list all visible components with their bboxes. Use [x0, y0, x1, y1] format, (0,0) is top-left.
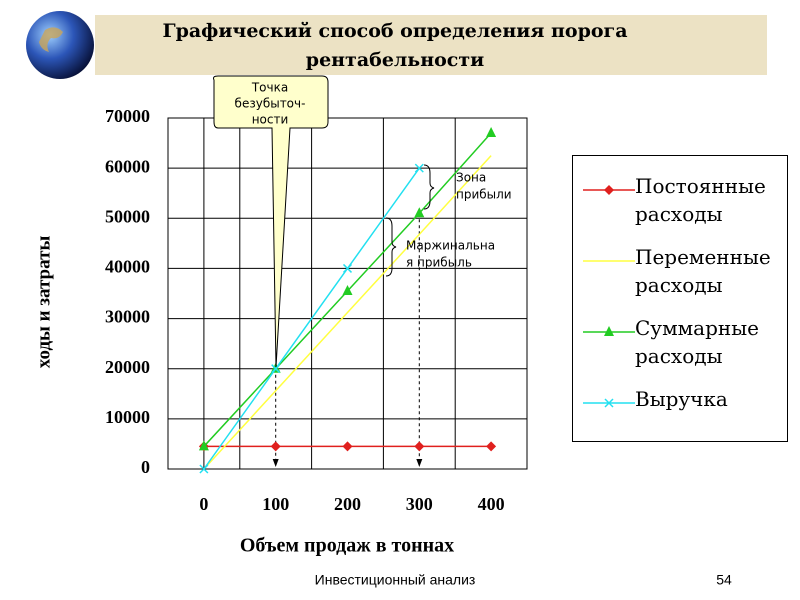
x-tick-label: 200 — [334, 494, 361, 514]
title: Графический способ определения порога рен… — [162, 20, 627, 71]
legend-item: Постоянные расходы — [573, 170, 789, 230]
footer-text: Инвестиционный анализ — [315, 572, 476, 588]
marker — [414, 441, 425, 452]
annotation: ности — [252, 113, 289, 127]
brace — [385, 217, 397, 277]
legend-label: Постоянные расходы — [635, 174, 766, 226]
legend-key — [583, 326, 635, 336]
annotation: безубыточ- — [235, 97, 306, 111]
marker — [199, 464, 209, 474]
legend-key — [583, 260, 635, 262]
legend-label: Суммарные расходы — [635, 316, 759, 368]
y-tick-label: 10000 — [105, 407, 150, 427]
legend-item: Суммарные расходы — [573, 312, 789, 372]
title-band — [95, 15, 767, 75]
x-tick-label: 300 — [406, 494, 433, 514]
x-tick-label: 400 — [478, 494, 505, 514]
annotation: Точка — [251, 81, 288, 95]
x-tick-label: 100 — [262, 494, 289, 514]
legend-label: Выручка — [635, 387, 728, 411]
arrow-head — [416, 459, 423, 467]
marker — [342, 263, 353, 273]
legend-item: Переменные расходы — [573, 241, 789, 301]
y-tick-label: 30000 — [105, 307, 150, 327]
marker — [270, 441, 281, 452]
y-tick-label: 0 — [141, 457, 150, 477]
legend-marker — [604, 185, 614, 195]
marker — [342, 441, 353, 452]
y-tick-label: 20000 — [105, 357, 150, 377]
marker — [414, 163, 424, 173]
y-tick-label: 50000 — [105, 206, 150, 226]
globe — [26, 11, 94, 79]
x-tick-label: 0 — [199, 494, 208, 514]
legend-label: Переменные расходы — [635, 245, 771, 297]
page-number: 54 — [716, 572, 732, 588]
series-line — [203, 155, 492, 470]
legend: Постоянные расходы Переменные расходы Сумм… — [572, 155, 788, 442]
legend-marker — [604, 398, 614, 408]
annotation: Маржинальна — [406, 239, 495, 253]
y-tick-label: 60000 — [105, 156, 150, 176]
y-tick-label: 70000 — [105, 106, 150, 126]
marker — [342, 284, 353, 295]
marker — [486, 127, 497, 138]
marker — [414, 207, 425, 218]
marker — [271, 364, 281, 374]
globe-land — [39, 27, 63, 52]
series-line — [203, 167, 420, 470]
legend-key — [583, 398, 635, 408]
legend-item: Выручка — [573, 383, 789, 443]
plot-area — [167, 117, 528, 470]
marker — [198, 440, 209, 451]
annotation: Зона — [456, 171, 486, 185]
marker — [486, 441, 497, 452]
arrow-head — [272, 459, 279, 467]
x-axis-label: Объем продаж в тоннах — [240, 535, 454, 557]
legend-key — [583, 185, 635, 195]
brace — [423, 164, 435, 210]
annotation: я прибыль — [406, 256, 472, 270]
y-tick-label: 40000 — [105, 257, 150, 277]
legend-marker — [604, 326, 614, 336]
y-axis-label: ходы и затраты — [33, 236, 54, 369]
annotation: прибыли — [456, 188, 512, 202]
callout — [213, 75, 329, 368]
